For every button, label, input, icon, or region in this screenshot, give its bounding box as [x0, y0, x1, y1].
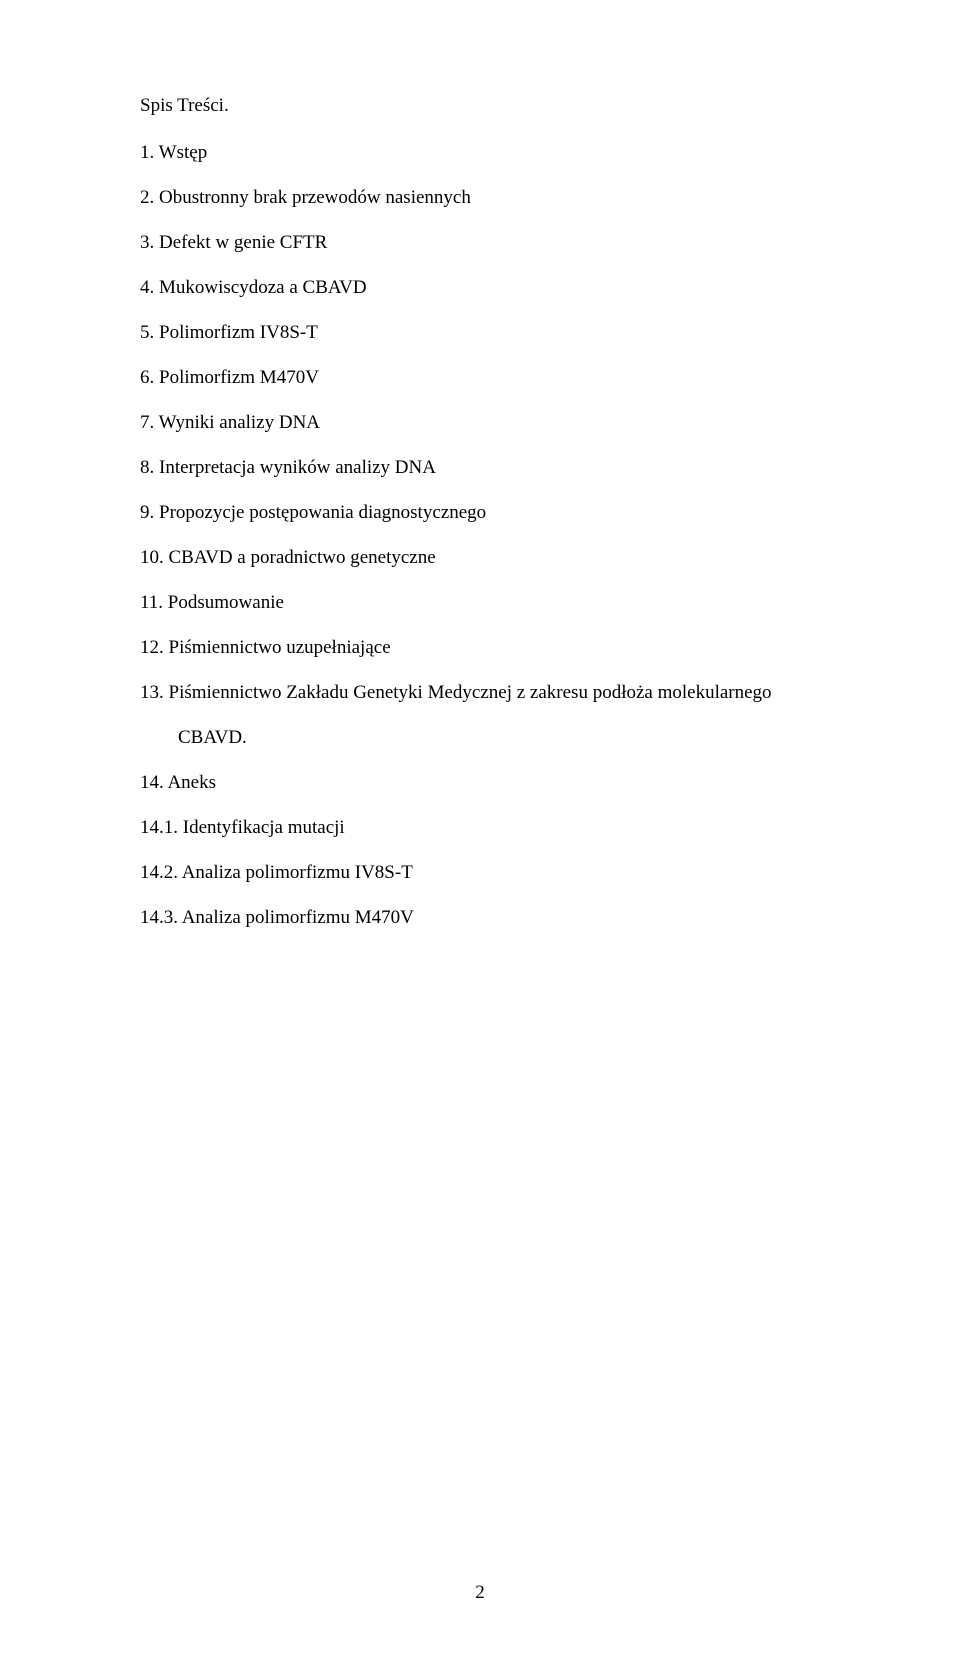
page-number: 2 — [475, 1582, 485, 1604]
toc-list: 1. Wstęp 2. Obustronny brak przewodów na… — [140, 143, 845, 927]
toc-item: 8. Interpretacja wyników analizy DNA — [140, 458, 845, 477]
toc-item: 11. Podsumowanie — [140, 593, 845, 612]
toc-item: 5. Polimorfizm IV8S-T — [140, 323, 845, 342]
toc-item: 9. Propozycje postępowania diagnostyczne… — [140, 503, 845, 522]
toc-item: 7. Wyniki analizy DNA — [140, 413, 845, 432]
toc-item: 3. Defekt w genie CFTR — [140, 233, 845, 252]
toc-item: 12. Piśmiennictwo uzupełniające — [140, 638, 845, 657]
toc-item: 4. Mukowiscydoza a CBAVD — [140, 278, 845, 297]
toc-item-continuation: CBAVD. — [140, 728, 845, 747]
toc-item: 13. Piśmiennictwo Zakładu Genetyki Medyc… — [140, 683, 845, 702]
toc-item: 14. Aneks — [140, 773, 845, 792]
toc-item: 14.2. Analiza polimorfizmu IV8S-T — [140, 863, 845, 882]
toc-item: 14.1. Identyfikacja mutacji — [140, 818, 845, 837]
toc-item: 10. CBAVD a poradnictwo genetyczne — [140, 548, 845, 567]
toc-item: 1. Wstęp — [140, 143, 845, 162]
toc-item: 14.3. Analiza polimorfizmu M470V — [140, 908, 845, 927]
toc-item: 6. Polimorfizm M470V — [140, 368, 845, 387]
toc-item: 2. Obustronny brak przewodów nasiennych — [140, 188, 845, 207]
toc-title: Spis Treści. — [140, 95, 845, 117]
